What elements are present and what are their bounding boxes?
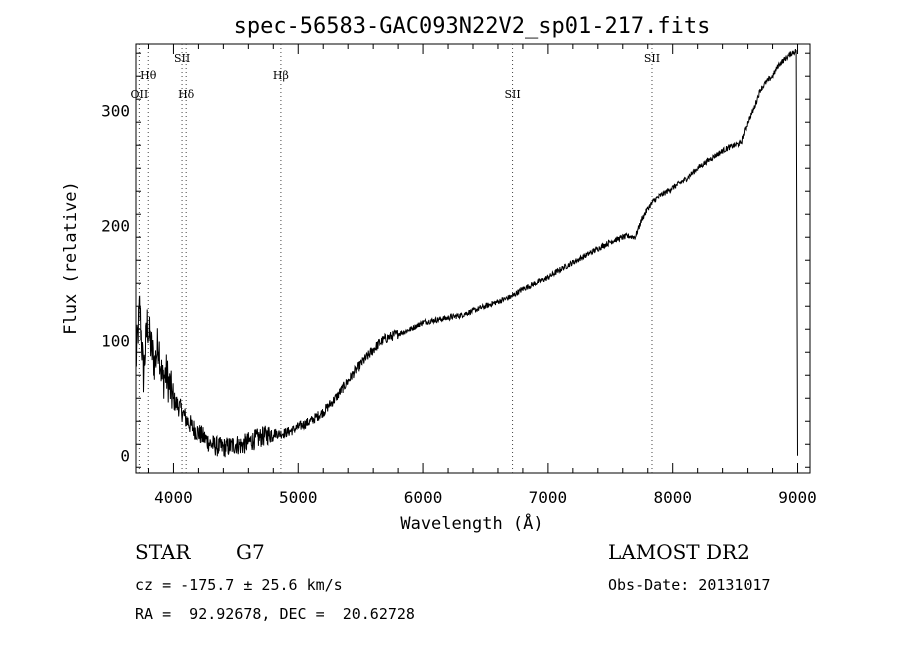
reference-line-label: SII xyxy=(644,52,660,65)
axis-ticks xyxy=(136,44,810,473)
y-tick-label: 0 xyxy=(120,447,130,466)
spectrum-line xyxy=(135,49,798,458)
obs-date-line: Obs-Date: 20131017 xyxy=(608,576,771,594)
x-tick-label: 9000 xyxy=(778,488,817,507)
x-tick-label: 7000 xyxy=(529,488,568,507)
y-tick-label: 100 xyxy=(101,332,130,351)
plot-frame xyxy=(135,43,811,474)
redshift-line: cz = -175.7 ± 25.6 km/s xyxy=(135,576,343,594)
axis-tick-labels: 4000 5000 6000 7000 8000 9000 0 100 200 300 xyxy=(101,102,817,507)
x-tick-label: 5000 xyxy=(279,488,318,507)
line-annotation-labels: OII Hθ SII Hδ Hβ SII SII xyxy=(131,52,661,101)
y-tick-label: 300 xyxy=(101,102,130,121)
y-tick-label: 200 xyxy=(101,217,130,236)
reference-line-label: SII xyxy=(174,52,190,65)
object-class: STAR xyxy=(135,540,191,564)
reference-line-label: Hθ xyxy=(140,69,157,82)
x-axis-label: Wavelength (Å) xyxy=(400,512,543,534)
x-tick-label: 6000 xyxy=(404,488,443,507)
survey-name: LAMOST DR2 xyxy=(608,540,750,564)
reference-line-label: Hβ xyxy=(273,69,289,82)
coordinates-line: RA = 92.92678, DEC = 20.62728 xyxy=(135,605,415,623)
reference-line-label: Hδ xyxy=(178,88,195,101)
reference-line-label: OII xyxy=(131,88,149,101)
y-axis-label: Flux (relative) xyxy=(61,181,81,335)
reference-line-label: SII xyxy=(504,88,520,101)
object-subclass: G7 xyxy=(236,540,265,564)
x-tick-label: 8000 xyxy=(653,488,692,507)
x-tick-label: 4000 xyxy=(154,488,193,507)
reference-lines xyxy=(138,44,653,473)
chart-title: spec-56583-GAC093N22V2_sp01-217.fits xyxy=(234,14,711,39)
